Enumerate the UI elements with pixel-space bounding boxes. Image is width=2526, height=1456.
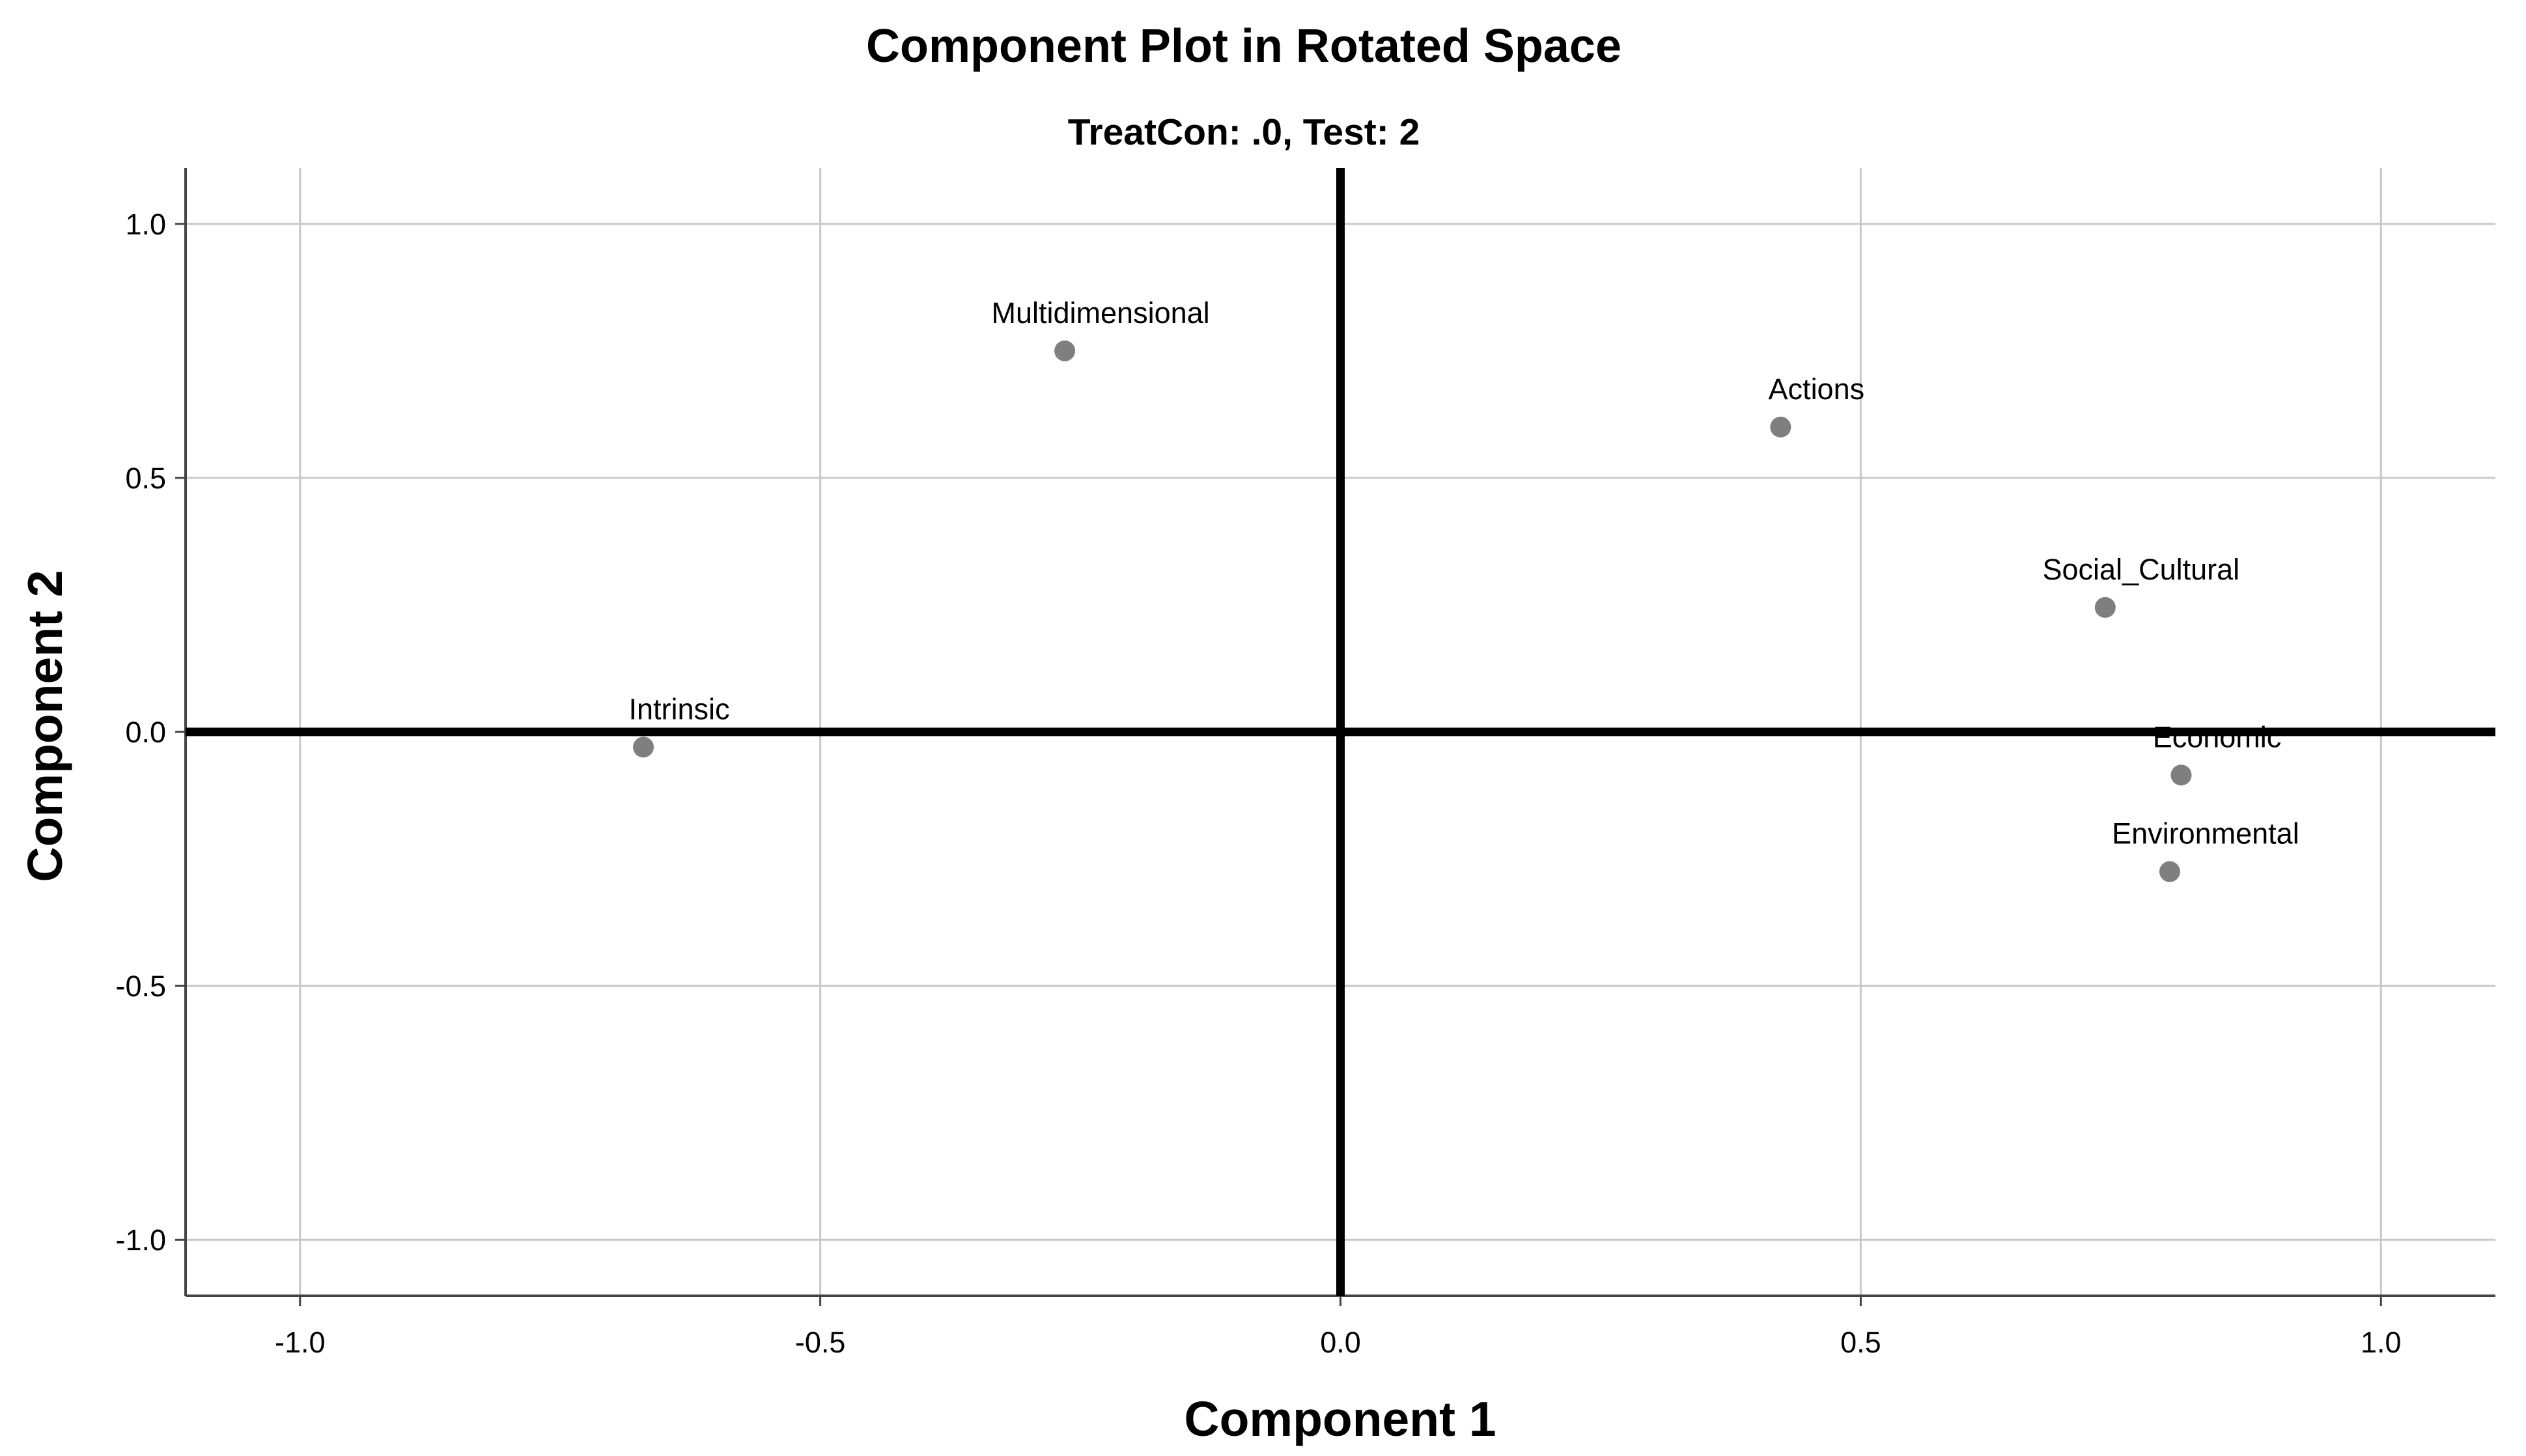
point-label: Social_Cultural — [2043, 553, 2240, 586]
x-tick-label: 0.5 — [1840, 1326, 1881, 1359]
y-tick-label: -1.0 — [115, 1224, 166, 1257]
y-tick-label: 1.0 — [125, 208, 166, 241]
x-tick-label: -1.0 — [275, 1326, 326, 1359]
y-tick-label: -0.5 — [115, 970, 166, 1003]
point-label: Economic — [2153, 720, 2282, 753]
data-point — [2094, 596, 2116, 618]
data-point — [1770, 416, 1791, 438]
tick-labels: -1.0 -0.5 0.0 0.5 1.0 -1.0 -0.5 0.0 0.5 1.0 — [115, 208, 2401, 1359]
x-tick-label: 1.0 — [2361, 1326, 2402, 1359]
zero-lines — [186, 168, 2495, 1296]
y-tick-label: 0.0 — [125, 716, 166, 749]
x-axis-label: Component 1 — [1184, 1392, 1496, 1446]
point-label: Intrinsic — [628, 692, 729, 725]
data-point — [1054, 340, 1076, 361]
point-label: Actions — [1769, 372, 1865, 406]
y-tick-label: 0.5 — [125, 462, 166, 495]
x-tick-label: -0.5 — [795, 1326, 846, 1359]
titles: Component Plot in Rotated Space TreatCon… — [18, 20, 1621, 1446]
chart-subtitle: TreatCon: .0, Test: 2 — [1068, 111, 1420, 153]
point-label: Multidimensional — [992, 296, 1210, 329]
y-axis-label: Component 2 — [18, 570, 72, 882]
data-point — [2170, 764, 2192, 786]
x-tick-label: 0.0 — [1320, 1326, 1361, 1359]
point-label: Environmental — [2112, 817, 2299, 850]
data-points: Multidimensional Actions Social_Cultural In… — [628, 296, 2299, 882]
data-point — [2159, 861, 2180, 882]
data-point — [633, 736, 654, 758]
chart-title: Component Plot in Rotated Space — [866, 20, 1621, 72]
